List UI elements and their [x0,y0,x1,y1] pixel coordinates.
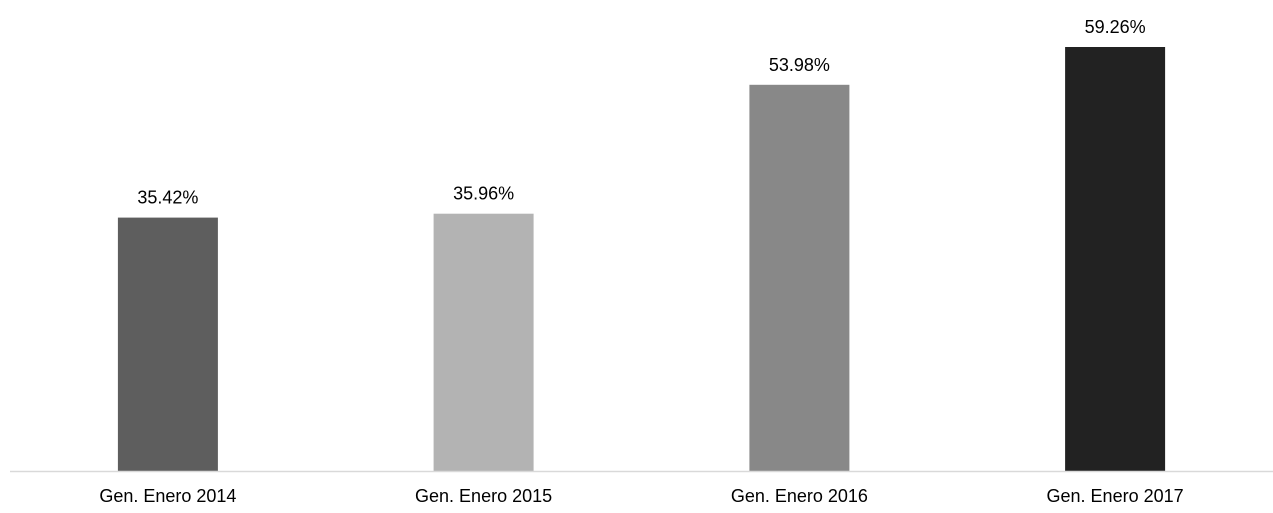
bar-2 [433,213,534,471]
bar-3 [749,84,850,472]
x-tick-label-2: Gen. Enero 2015 [415,486,552,506]
data-label-2: 35.96% [453,184,514,204]
x-tick-label-3: Gen. Enero 2016 [731,486,868,506]
x-tick-label-4: Gen. Enero 2017 [1047,486,1184,506]
bar-1 [117,217,218,471]
data-label-3: 53.98% [769,55,830,75]
data-label-1: 35.42% [137,188,198,208]
data-label-4: 59.26% [1085,17,1146,37]
bar-4 [1065,47,1166,471]
x-tick-label-1: Gen. Enero 2014 [99,486,236,506]
